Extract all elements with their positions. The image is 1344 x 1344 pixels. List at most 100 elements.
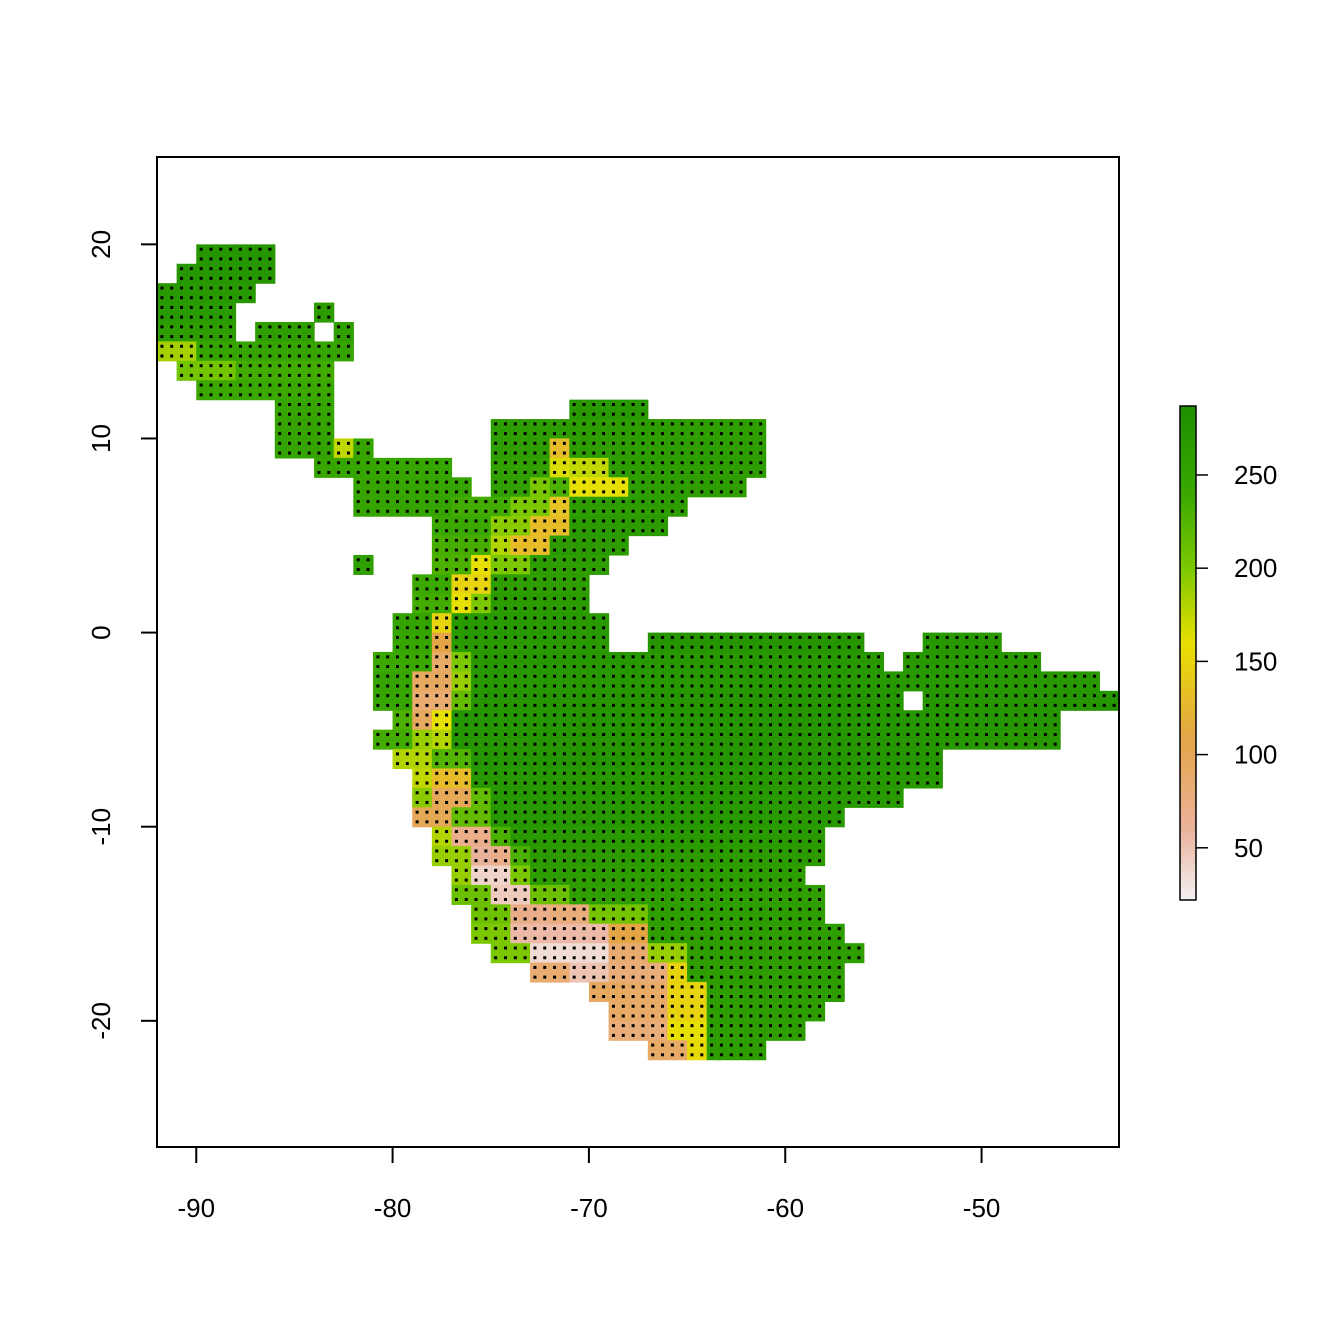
cell-point (710, 451, 714, 455)
cell-point (621, 461, 625, 465)
raster-cell (530, 419, 551, 440)
cell-point (572, 839, 576, 843)
cell-point (690, 800, 694, 804)
y-tick-label: 0 (86, 625, 116, 639)
cell-point (248, 383, 252, 387)
raster-cell (353, 477, 374, 498)
cell-point (1024, 694, 1028, 698)
cell-point (494, 830, 498, 834)
cell-point (1014, 665, 1018, 669)
cell-point (474, 500, 478, 504)
cell-point (661, 917, 665, 921)
cell-point (916, 733, 920, 736)
cell-point (798, 839, 802, 843)
y-tick-label: -10 (86, 808, 116, 846)
raster-cell (687, 710, 708, 731)
cell-point (759, 1033, 763, 1037)
cell-point (670, 1033, 674, 1037)
cell-point (719, 684, 723, 688)
raster-cell (588, 516, 610, 537)
cell-point (847, 703, 851, 707)
raster-cell (745, 749, 767, 770)
cell-point (415, 694, 419, 698)
cell-point (778, 762, 782, 766)
cell-point (513, 791, 517, 795)
raster-cell (608, 399, 629, 420)
cell-point (602, 810, 606, 814)
cell-point (778, 771, 782, 775)
cell-point (847, 674, 851, 678)
cell-point (739, 781, 743, 785)
cell-point (474, 694, 478, 698)
cell-point (1014, 655, 1018, 659)
cell-point (710, 645, 714, 649)
cell-point (1034, 733, 1038, 736)
cell-point (562, 655, 566, 659)
cell-point (808, 859, 812, 863)
cell-point (827, 800, 831, 804)
cell-point (445, 810, 449, 814)
cell-point (572, 606, 576, 610)
raster-cell (471, 671, 492, 692)
cell-point (739, 936, 743, 940)
cell-point (317, 373, 321, 377)
cell-point (258, 325, 262, 329)
cell-point (808, 965, 812, 969)
raster-cell (412, 574, 433, 595)
cell-point (661, 830, 665, 834)
cell-point (415, 470, 419, 474)
cell-point (621, 878, 625, 882)
cell-point (543, 635, 547, 639)
cell-point (631, 403, 635, 406)
cell-point (543, 859, 547, 863)
cell-point (513, 655, 517, 659)
cell-point (494, 422, 498, 426)
cell-point (788, 985, 792, 989)
raster-cell (431, 768, 453, 789)
cell-point (543, 762, 547, 766)
raster-cell (196, 360, 217, 381)
raster-cell (490, 904, 511, 925)
cell-point (798, 762, 802, 766)
cell-point (749, 1053, 753, 1057)
cell-point (602, 888, 606, 892)
cell-point (445, 684, 449, 688)
cell-point (621, 868, 625, 872)
cell-point (170, 344, 174, 348)
cell-point (435, 645, 439, 649)
cell-point (916, 742, 920, 746)
raster-cell (765, 1001, 786, 1022)
raster-cell (745, 884, 767, 905)
raster-cell (549, 632, 570, 653)
cell-point (651, 800, 655, 804)
cell-point (788, 849, 792, 853)
cell-point (454, 684, 458, 688)
cell-point (464, 558, 468, 562)
cell-point (710, 480, 714, 484)
cell-point (621, 665, 625, 669)
cell-point (837, 733, 841, 736)
cell-point (592, 684, 596, 688)
cell-point (376, 480, 380, 484)
cell-point (965, 723, 969, 727)
cell-point (818, 781, 822, 785)
cell-point (651, 451, 655, 455)
cell-point (513, 907, 517, 911)
cell-point (523, 451, 527, 455)
cell-point (553, 451, 557, 455)
cell-point (592, 509, 596, 513)
cell-point (965, 674, 969, 678)
cell-point (582, 509, 586, 513)
raster-cell (176, 302, 197, 323)
raster-cell (883, 690, 904, 711)
cell-point (396, 490, 399, 494)
cell-point (582, 519, 586, 523)
cell-point (454, 500, 458, 504)
raster-cell (215, 244, 237, 265)
cell-point (769, 733, 773, 736)
cell-point (729, 1004, 733, 1008)
cell-point (396, 703, 399, 707)
cell-point (562, 422, 566, 426)
cell-point (523, 791, 527, 795)
cell-point (886, 723, 890, 727)
